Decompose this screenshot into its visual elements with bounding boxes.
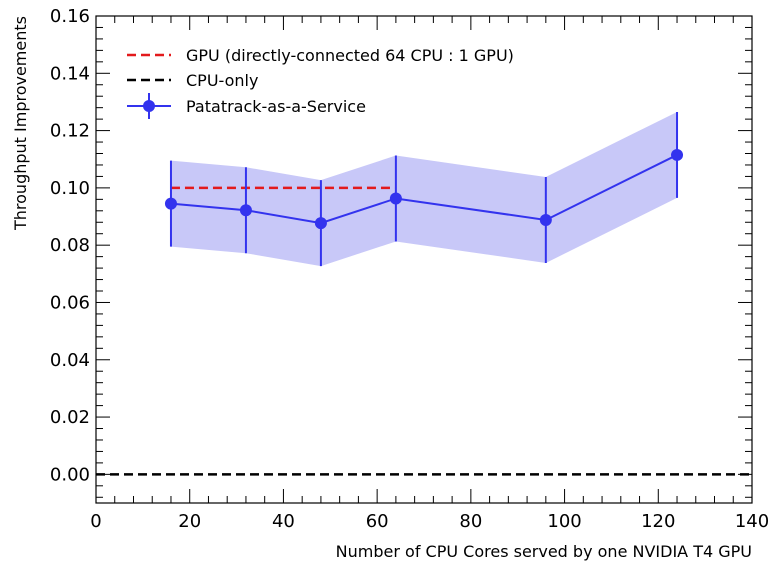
y-tick-label: 0.14 [50, 63, 90, 84]
plot-frame [95, 15, 753, 504]
data-point [239, 204, 252, 217]
label-layer: Number of CPU Cores served by one NVIDIA… [11, 16, 752, 561]
y-tick-label: 0.06 [50, 292, 90, 313]
legend-swatch-marker [143, 100, 155, 112]
legend-label-cpu-only: CPU-only [186, 71, 258, 90]
y-tick-label: 0.02 [50, 407, 90, 428]
data-point [671, 148, 684, 161]
data-point [314, 217, 327, 230]
series-layer [96, 111, 752, 476]
x-tick-label: 100 [547, 511, 581, 532]
tick-layer: 0 20 40 60 80 100 120 140 0.00 0.02 0.04 0.06 0.08 0.… [50, 6, 769, 532]
x-tick-label: 60 [366, 511, 389, 532]
x-axis-label: Number of CPU Cores served by one NVIDIA… [336, 542, 752, 561]
x-tick-label: 0 [90, 511, 101, 532]
x-tick-label: 80 [459, 511, 482, 532]
y-tick-label: 0.00 [50, 464, 90, 485]
y-tick-label: 0.16 [50, 6, 90, 27]
data-point [539, 213, 552, 226]
x-tick-label: 20 [178, 511, 201, 532]
data-point [389, 192, 402, 205]
y-tick-label: 0.04 [50, 350, 90, 371]
series-line-2 [170, 154, 678, 225]
x-tick-label: 120 [641, 511, 675, 532]
legend: GPU (directly-connected 64 CPU : 1 GPU) … [127, 46, 514, 119]
x-tick-label: 40 [272, 511, 295, 532]
legend-swatch-patatrack [127, 93, 171, 119]
legend-label-patatrack: Patatrack-as-a-Service [186, 97, 366, 116]
y-tick-label: 0.10 [50, 178, 90, 199]
data-point [164, 197, 177, 210]
x-tick-label: 140 [735, 511, 769, 532]
band-layer [170, 111, 678, 267]
y-tick-label: 0.08 [50, 235, 90, 256]
legend-label-gpu: GPU (directly-connected 64 CPU : 1 GPU) [186, 46, 514, 65]
y-tick-label: 0.12 [50, 121, 90, 142]
y-axis-label: Throughput Improvements [11, 16, 30, 231]
uncertainty-band [170, 111, 678, 267]
